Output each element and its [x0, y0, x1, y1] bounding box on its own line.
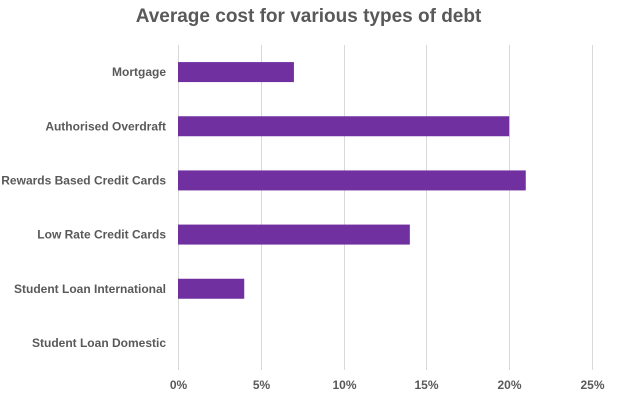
x-tick-label: 20%	[497, 378, 521, 392]
bar-mortgage	[178, 62, 294, 83]
category-label: Student Loan International	[14, 282, 166, 296]
x-tick-label: 15%	[414, 378, 438, 392]
chart-title: Average cost for various types of debt	[135, 6, 482, 27]
gridlines	[178, 45, 593, 370]
category-label: Authorised Overdraft	[45, 119, 166, 133]
x-tick-label: 10%	[332, 378, 356, 392]
category-labels: Mortgage Authorised Overdraft Rewards Base…	[1, 65, 166, 350]
x-tick-label: 5%	[253, 378, 271, 392]
category-label: Low Rate Credit Cards	[37, 228, 166, 242]
bars	[178, 62, 526, 299]
x-tick-label: 0%	[170, 378, 188, 392]
bar-rewards-based-credit-cards	[178, 170, 526, 191]
bar-student-loan-international	[178, 278, 245, 299]
bar-low-rate-credit-cards	[178, 224, 410, 245]
x-axis-ticks: 0% 5% 10% 15% 20% 25%	[170, 378, 605, 392]
category-label: Rewards Based Credit Cards	[1, 173, 166, 187]
category-label: Mortgage	[112, 65, 166, 79]
bar-authorised-overdraft	[178, 116, 510, 137]
category-label: Student Loan Domestic	[32, 336, 166, 350]
x-tick-label: 25%	[580, 378, 604, 392]
